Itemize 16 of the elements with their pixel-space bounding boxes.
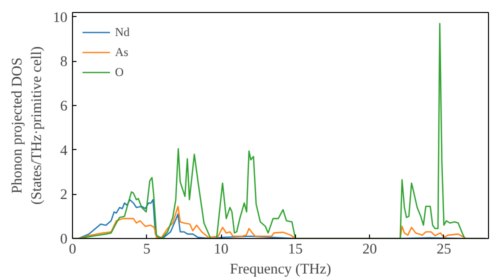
y-tick-label: 6 <box>60 98 68 115</box>
x-axis-title: Frequency (THz) <box>230 262 332 278</box>
y-tick-label: 0 <box>60 232 68 248</box>
y-tick-label: 2 <box>60 187 68 204</box>
x-tick-label: 10 <box>214 242 228 258</box>
x-tick-label: 5 <box>143 242 150 258</box>
y-tick-label: 4 <box>60 142 68 159</box>
x-tick-label: 15 <box>288 242 303 258</box>
legend-label: As <box>115 44 130 60</box>
x-tick-label: 25 <box>436 242 452 258</box>
x-tick-label: 20 <box>362 242 377 258</box>
legend-label: O <box>115 64 125 80</box>
legend-label: Nd <box>115 24 131 40</box>
y-tick-label: 8 <box>60 54 68 70</box>
y-tick-label: 10 <box>52 10 68 26</box>
y-axis-title: Phonon projected DOS (States/THz·primitive cell) <box>10 46 45 205</box>
